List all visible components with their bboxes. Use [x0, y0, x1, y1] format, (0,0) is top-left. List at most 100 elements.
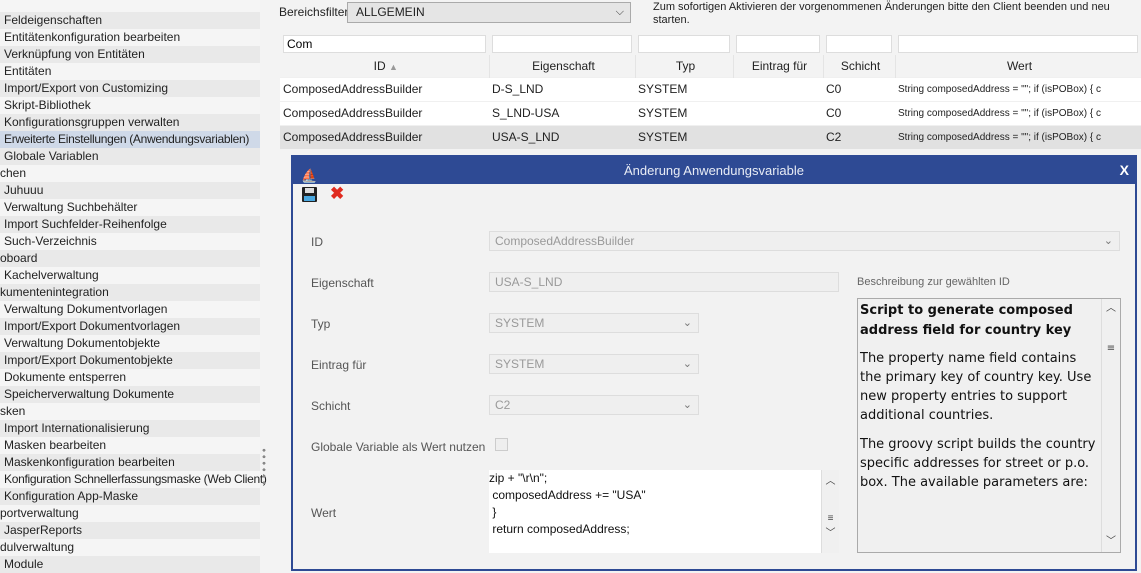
table-row[interactable]: ComposedAddressBuilder D-S_LND SYSTEM C0 Str…: [280, 76, 1141, 101]
close-button[interactable]: X: [1119, 162, 1129, 178]
bereichsfilter-select[interactable]: ALLGEMEIN ⌵: [347, 2, 631, 23]
filter-typ[interactable]: [638, 35, 730, 53]
sidebar-item[interactable]: Maskenkonfiguration bearbeiten: [0, 454, 260, 471]
sidebar-tree: Feldeigenschaften Entitätenkonfiguration …: [0, 0, 267, 573]
eintrag-select[interactable]: SYSTEM ⌄: [489, 354, 699, 374]
typ-label: Typ: [311, 317, 331, 331]
table-cell: [733, 124, 823, 149]
schicht-select[interactable]: C2 ⌄: [489, 395, 699, 415]
chevron-down-icon: ⌄: [682, 317, 692, 329]
sidebar-item[interactable]: JasperReports: [0, 522, 260, 539]
sidebar-item[interactable]: Verknüpfung von Entitäten: [0, 46, 260, 63]
edit-dialog: ⛵ Änderung Anwendungsvariable X ✖ ID Com…: [291, 155, 1137, 571]
sidebar-item[interactable]: Import/Export Dokumentvorlagen: [0, 318, 260, 335]
sidebar-item[interactable]: Such-Verzeichnis: [4, 234, 97, 248]
desc-label: Beschreibung zur gewählten ID: [857, 276, 1010, 288]
table-cell: SYSTEM: [635, 100, 733, 125]
column-header-eigenschaft[interactable]: Eigenschaft: [489, 55, 636, 77]
global-checkbox[interactable]: [495, 438, 508, 451]
sidebar-item[interactable]: Speicherverwaltung Dokumente: [0, 386, 260, 403]
desc-paragraph: The property name field contains the pri…: [860, 351, 1092, 423]
sidebar-item-partial[interactable]: [0, 0, 260, 12]
filter-id[interactable]: [283, 35, 486, 53]
filter-eigenschaft[interactable]: [492, 35, 632, 53]
table-cell: D-S_LND: [489, 76, 635, 101]
scroll-grip-icon: ≡: [827, 513, 834, 524]
sidebar-item[interactable]: Globale Variablen: [0, 148, 260, 165]
desc-scrollbar[interactable]: ︿ ≡ ﹀: [1101, 299, 1120, 552]
table-cell: ComposedAddressBuilder: [280, 124, 489, 149]
global-label: Globale Variable als Wert nutzen: [311, 440, 486, 454]
table-cell: C2: [823, 124, 895, 149]
table-cell: C0: [823, 100, 895, 125]
column-header-eintrag[interactable]: Eintrag für: [733, 55, 824, 77]
typ-value: SYSTEM: [495, 316, 545, 330]
table-cell: String composedAddress = ""; if (isPOBox…: [895, 100, 1141, 125]
table-cell: SYSTEM: [635, 76, 733, 101]
chevron-down-icon: ⌄: [682, 358, 692, 370]
column-header-schicht[interactable]: Schicht: [823, 55, 896, 77]
table-cell: C0: [823, 76, 895, 101]
notice-text: Zum sofortigen Aktivieren der vorgenomme…: [653, 1, 1110, 26]
id-select[interactable]: ComposedAddressBuilder ⌄: [489, 231, 1120, 251]
sidebar-item[interactable]: Dokumente entsperren: [4, 370, 127, 384]
wert-textarea[interactable]: zip + "\r\n"; composedAddress += "USA" }…: [489, 470, 839, 553]
column-header-id[interactable]: ID ▲: [280, 55, 490, 77]
column-header-typ[interactable]: Typ: [635, 55, 734, 77]
sidebar-item[interactable]: Import Suchfelder-Reihenfolge: [0, 216, 260, 233]
eigenschaft-input[interactable]: USA-S_LND: [489, 272, 839, 292]
sidebar-group[interactable]: portverwaltung: [0, 506, 79, 520]
sidebar-item[interactable]: Skript-Bibliothek: [4, 98, 91, 112]
sidebar-item[interactable]: Konfiguration App-Maske: [0, 488, 260, 505]
schicht-value: C2: [495, 398, 511, 412]
variables-table: ID ▲ Eigenschaft Typ Eintrag für Schicht…: [280, 33, 1141, 149]
id-label: ID: [311, 235, 323, 249]
filter-value: ALLGEMEIN: [356, 5, 425, 19]
sidebar-item[interactable]: Kachelverwaltung: [4, 268, 99, 282]
typ-select[interactable]: SYSTEM ⌄: [489, 313, 699, 333]
filter-wert[interactable]: [898, 35, 1138, 53]
sidebar-item[interactable]: Masken bearbeiten: [4, 438, 107, 452]
chevron-down-icon: ⌄: [1103, 235, 1113, 247]
table-row[interactable]: ComposedAddressBuilder S_LND-USA SYSTEM C0 S…: [280, 100, 1141, 125]
filter-label: Bereichsfilter: [279, 5, 349, 19]
table-cell: SYSTEM: [635, 124, 733, 149]
table-row[interactable]: ComposedAddressBuilder USA-S_LND SYSTEM C2 S…: [280, 124, 1141, 149]
table-cell: USA-S_LND: [489, 124, 635, 149]
filter-schicht[interactable]: [826, 35, 892, 53]
sidebar-group[interactable]: chen: [0, 166, 27, 180]
sidebar-item[interactable]: Verwaltung Dokumentvorlagen: [4, 302, 168, 316]
sidebar-group[interactable]: oboard: [0, 250, 260, 267]
schicht-label: Schicht: [311, 399, 351, 413]
cancel-icon[interactable]: ✖: [330, 184, 345, 203]
sidebar-item[interactable]: Konfigurationsgruppen verwalten: [0, 114, 260, 131]
sidebar-item[interactable]: Entitäten: [4, 64, 52, 78]
sidebar-item[interactable]: Verwaltung Suchbehälter: [4, 200, 138, 214]
sidebar-item[interactable]: Verwaltung Dokumentobjekte: [4, 336, 161, 350]
sidebar-item[interactable]: Erweiterte Einstellungen (Anwendungsvari…: [0, 131, 260, 148]
filter-eintrag[interactable]: [736, 35, 820, 53]
sidebar-item[interactable]: Feldeigenschaften: [0, 12, 260, 29]
sidebar-item[interactable]: Import Internationalisierung: [0, 420, 260, 437]
sidebar-item[interactable]: Juhuuu: [0, 182, 260, 199]
sidebar-item[interactable]: Konfiguration Schnellerfassungsmaske (We…: [4, 472, 267, 486]
sidebar-item[interactable]: Module: [0, 556, 260, 573]
wert-scrollbar[interactable]: ︿ ≡ ﹀: [821, 470, 839, 553]
save-icon[interactable]: [302, 187, 318, 203]
table-cell: ComposedAddressBuilder: [280, 100, 489, 125]
dialog-titlebar: ⛵ Änderung Anwendungsvariable X: [293, 157, 1135, 184]
column-header-wert[interactable]: Wert: [895, 55, 1141, 77]
sidebar-group[interactable]: sken: [0, 404, 26, 418]
table-cell: String composedAddress = ""; if (isPOBox…: [895, 76, 1141, 101]
splitter-handle[interactable]: [262, 447, 266, 485]
sidebar-group[interactable]: dulverwaltung: [0, 540, 75, 554]
header-label: ID: [373, 58, 386, 73]
wert-text: zip + "\r\n"; composedAddress += "USA" }…: [489, 471, 646, 536]
sidebar-item[interactable]: Import/Export von Customizing: [0, 80, 260, 97]
sidebar-item[interactable]: Import/Export Dokumentobjekte: [0, 352, 260, 369]
sidebar-group[interactable]: kumentenintegration: [0, 284, 260, 301]
id-value: ComposedAddressBuilder: [495, 234, 635, 248]
table-cell: String composedAddress = ""; if (isPOBox…: [895, 124, 1141, 149]
sidebar-item[interactable]: Entitätenkonfiguration bearbeiten: [4, 30, 181, 44]
description-panel: Script to generate composed address fiel…: [857, 298, 1121, 553]
